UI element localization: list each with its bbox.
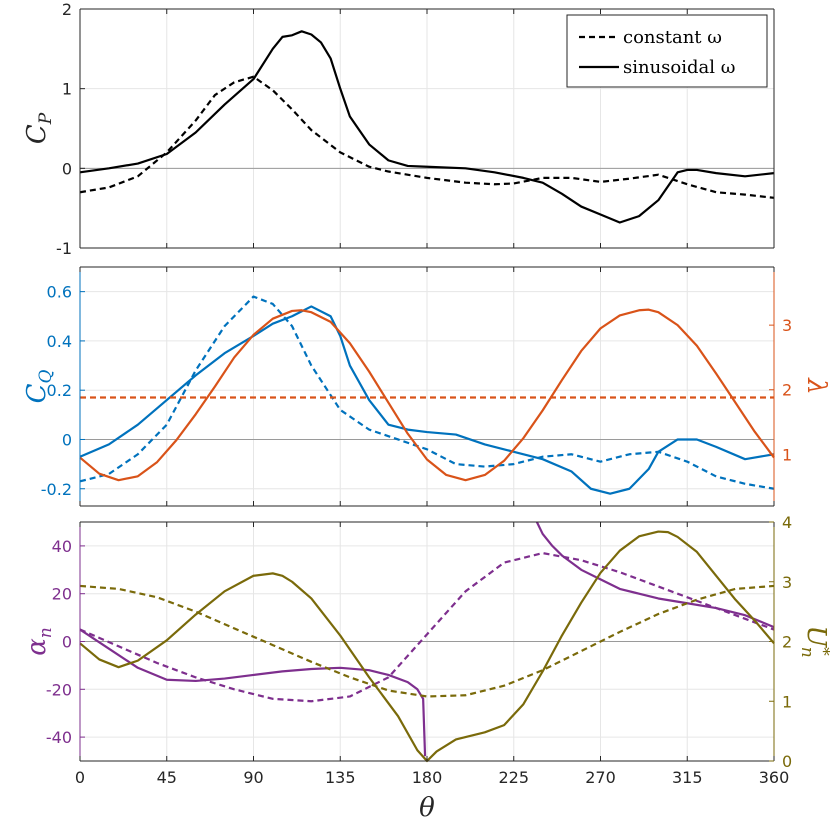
series-line-bottom-4: [79, 530, 775, 763]
panel-top: -1 0 1 2 CP constant ω sinusoidal ω: [22, 0, 775, 258]
y-tick-label: 0: [62, 633, 72, 652]
series-line-middle-3: [79, 308, 775, 482]
x-axis-label: θ: [419, 793, 435, 822]
y-tick-label: 2: [62, 0, 72, 19]
x-tick-label: 135: [325, 768, 356, 787]
y-tick-label: 40: [52, 537, 72, 556]
y2-tick-label: 1: [782, 692, 792, 711]
series-line-middle-1: [79, 305, 775, 495]
legend-label-0: constant ω: [623, 27, 722, 48]
panel-middle: -0.2 0 0.2 0.4 0.6 1 2 3 CQ λ: [22, 266, 830, 507]
y-tick-label: -20: [46, 680, 72, 699]
y2-axis-label: λ: [801, 377, 830, 394]
y-tick-label: 0.2: [47, 381, 72, 400]
y2-tick-label: 1: [782, 445, 792, 464]
y-tick-label: -1: [56, 239, 72, 258]
series-line-bottom-1: [79, 628, 427, 757]
y2-tick-label: 2: [782, 633, 792, 652]
y-tick-label: -40: [46, 728, 72, 747]
y-tick-label: 0.6: [47, 283, 72, 302]
y2-tick-label: 0: [782, 752, 792, 771]
x-tick-label: 180: [412, 768, 443, 787]
y-tick-label: 1: [62, 80, 72, 99]
series-line-top-1: [79, 30, 775, 224]
legend-box: [566, 14, 768, 88]
x-tick-label: 225: [498, 768, 529, 787]
series-line-bottom-0: [79, 551, 775, 703]
y2-tick-label: 2: [782, 381, 792, 400]
y-axis-label: CQ: [22, 370, 56, 404]
x-tick-label: 315: [672, 768, 703, 787]
y2-axis-label: U*n: [797, 625, 830, 657]
x-tick-label: 270: [585, 768, 616, 787]
y-tick-label: 0: [62, 430, 72, 449]
x-tick-label: 0: [75, 768, 85, 787]
y-axis-label: CP: [22, 112, 56, 144]
x-tick-label: 90: [243, 768, 263, 787]
y-tick-label: -0.2: [41, 480, 72, 499]
y2-tick-label: 4: [782, 513, 792, 532]
x-tick-label: 45: [157, 768, 177, 787]
y2-tick-label: 3: [782, 573, 792, 592]
y-tick-label: 0: [62, 159, 72, 178]
x-tick-label: 360: [759, 768, 790, 787]
legend: constant ω sinusoidal ω: [566, 14, 768, 88]
series-line-bottom-3: [79, 584, 775, 698]
y-tick-label: 0.4: [47, 332, 72, 351]
y2-tick-label: 3: [782, 316, 792, 335]
y-tick-label: 20: [52, 585, 72, 604]
legend-label-1: sinusoidal ω: [623, 57, 735, 78]
series-line-bottom-2: [535, 521, 775, 629]
y-axis-label: αn: [22, 627, 56, 656]
series-line-top-0: [79, 75, 775, 199]
